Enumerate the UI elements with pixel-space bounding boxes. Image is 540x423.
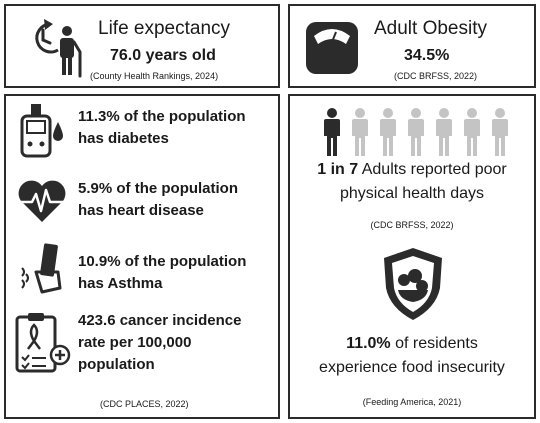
person-icon-highlighted <box>324 108 340 156</box>
asthma-stat: 10.9% of the population has Asthma <box>78 251 246 295</box>
heart-disease-highlight: 5.9% <box>78 180 113 197</box>
food-source: (Feeding America, 2021) <box>362 397 462 407</box>
physical-source: (CDC BRFSS, 2022) <box>370 220 454 230</box>
person-icon <box>352 108 368 156</box>
conditions-source: (CDC PLACES, 2022) <box>100 399 189 409</box>
person-icon <box>380 108 396 156</box>
physical-line1: Adults reported poor <box>358 161 507 178</box>
weight-scale-icon <box>306 22 358 74</box>
person-icon <box>464 108 480 156</box>
food-highlight: 11.0% <box>346 335 391 352</box>
inhaler-icon <box>21 243 62 294</box>
life-expectancy-panel: Life expectancy 76.0 years old (County H… <box>4 4 280 88</box>
diabetes-stat: 11.3% of the population has diabetes <box>78 106 246 150</box>
cancer-line1: cancer incidence <box>115 312 242 329</box>
adult-obesity-title: Adult Obesity <box>374 18 487 39</box>
diabetes-line2: has diabetes <box>78 130 169 147</box>
heart-disease-line1: of the population <box>112 180 239 197</box>
life-expectancy-source: (County Health Rankings, 2024) <box>90 71 219 81</box>
person-icon <box>492 108 508 156</box>
diabetes-highlight: 11.3% <box>78 108 120 125</box>
heart-disease-stat: 5.9% of the population has heart disease <box>78 178 238 222</box>
person-icon <box>408 108 424 156</box>
life-expectancy-title: Life expectancy <box>98 18 231 39</box>
food-insecurity-stat: 11.0% of residents experience food insec… <box>290 332 534 380</box>
cancer-highlight: 423.6 <box>78 312 116 329</box>
physical-food-panel: 1 in 7 Adults reported poor physical hea… <box>288 94 536 419</box>
conditions-panel: 11.3% of the population has diabetes 5.9… <box>4 94 280 419</box>
physical-line2: physical health days <box>339 185 485 202</box>
asthma-line1: of the population <box>120 253 247 270</box>
heart-rate-icon <box>18 180 66 222</box>
adult-obesity-source: (CDC BRFSS, 2022) <box>394 71 478 81</box>
food-shield-icon <box>384 248 442 320</box>
adult-obesity-panel: Adult Obesity 34.5% (CDC BRFSS, 2022) <box>288 4 536 88</box>
cancer-line2: rate per 100,000 <box>78 334 192 351</box>
adult-obesity-value: 34.5% <box>404 47 450 64</box>
diabetes-line1: of the population <box>119 108 246 125</box>
asthma-line2: has Asthma <box>78 275 163 292</box>
food-line2: experience food insecurity <box>319 359 505 376</box>
people-row <box>324 108 508 156</box>
person-clock-icon <box>35 19 82 78</box>
physical-highlight: 1 in 7 <box>317 161 359 178</box>
food-line1: of residents <box>390 335 478 352</box>
glucose-meter-icon <box>20 104 63 158</box>
cancer-stat: 423.6 cancer incidence rate per 100,000 … <box>78 310 241 376</box>
heart-disease-line2: has heart disease <box>78 202 204 219</box>
physical-health-stat: 1 in 7 Adults reported poor physical hea… <box>290 158 534 206</box>
person-icon <box>436 108 452 156</box>
cancer-line3: population <box>78 356 155 373</box>
cancer-ribbon-report-icon <box>15 313 71 373</box>
life-expectancy-value: 76.0 years old <box>110 47 216 64</box>
asthma-highlight: 10.9% <box>78 253 121 270</box>
